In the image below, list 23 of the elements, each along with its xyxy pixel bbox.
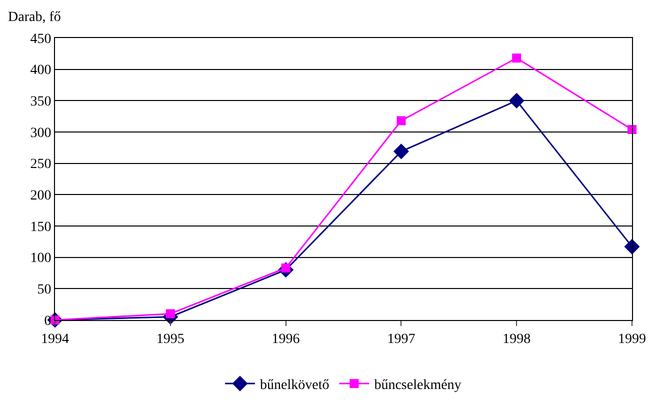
- y-tick-label: 200: [30, 188, 52, 204]
- x-tick-label: 1998: [502, 332, 531, 347]
- legend-label: bűncselekmény: [374, 378, 462, 393]
- x-tick-label: 1996: [272, 332, 300, 347]
- y-tick-label: 150: [30, 220, 52, 235]
- y-axis-title: Darab, fő: [8, 10, 61, 25]
- legend-label: bűnelkövető: [260, 378, 330, 393]
- y-tick-label: 250: [30, 157, 52, 172]
- y-tick-label: 50: [37, 282, 52, 298]
- y-tick-label: 0: [44, 314, 52, 329]
- y-tick-label: 400: [30, 63, 52, 78]
- y-tick-label: 100: [30, 251, 52, 266]
- y-tick-label: 450: [30, 32, 52, 47]
- point: [512, 54, 522, 63]
- x-tick-label: 1994: [41, 332, 69, 347]
- x-tick-label: 1995: [156, 332, 184, 347]
- point: [508, 92, 524, 108]
- x-tick-label: 1999: [618, 332, 646, 347]
- point: [396, 116, 406, 126]
- x-tick-label: 1997: [387, 332, 416, 347]
- y-tick-label: 350: [30, 94, 52, 110]
- point: [393, 144, 409, 160]
- y-tick-label: 300: [30, 126, 52, 141]
